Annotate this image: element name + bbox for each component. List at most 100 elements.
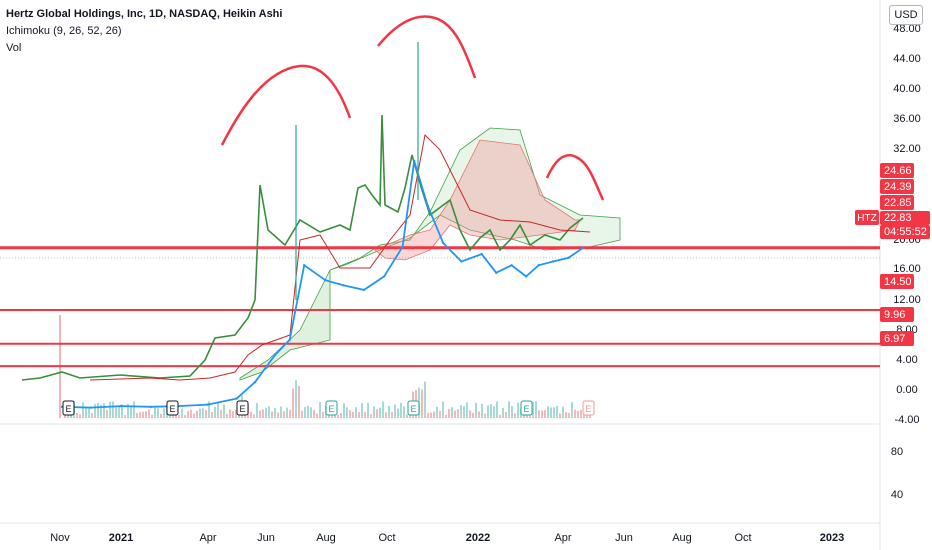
price-label-bg	[880, 195, 914, 210]
volume-bar	[178, 414, 180, 418]
earnings-marker[interactable]: E	[407, 400, 420, 416]
volume-bar	[112, 401, 114, 418]
volume-bar	[205, 409, 207, 418]
volume-bar	[532, 401, 534, 418]
volume-bar	[217, 402, 219, 418]
price-point	[342, 284, 345, 287]
volume-bar	[193, 413, 195, 418]
volume-bar	[301, 410, 303, 418]
volume-bar	[580, 409, 582, 418]
earnings-marker-box	[236, 400, 249, 416]
volume-bar	[184, 414, 186, 418]
volume-bar	[286, 407, 288, 418]
volume-bar	[355, 407, 357, 418]
volume-bar	[226, 413, 228, 418]
price-point	[510, 264, 513, 267]
earnings-marker-box	[166, 400, 179, 416]
volume-bar	[454, 410, 456, 418]
volume-bar	[478, 411, 480, 418]
price-label: 04:55:52	[880, 225, 930, 239]
price-point	[460, 260, 463, 263]
symbol-title[interactable]: Hertz Global Holdings, Inc, 1D, NASDAQ, …	[6, 8, 283, 20]
volume-bar	[562, 406, 564, 418]
volume-bar	[229, 409, 231, 418]
time-tick-label: Apr	[199, 532, 216, 544]
ichimoku-legend[interactable]: Ichimoku (9, 26, 52, 26)	[6, 25, 122, 37]
earnings-marker-label: E	[585, 404, 591, 414]
price-label: 6.97	[880, 331, 914, 346]
earnings-marker[interactable]: E	[166, 400, 179, 416]
earnings-marker[interactable]: E	[582, 400, 595, 416]
price-point	[274, 353, 277, 356]
volume-bar	[271, 411, 273, 418]
time-tick-label: Apr	[554, 532, 571, 544]
volume-legend[interactable]: Vol	[6, 42, 22, 54]
base-line	[89, 133, 591, 381]
volume-bar	[487, 405, 489, 418]
volume-bar	[367, 402, 369, 418]
volume-bar	[211, 412, 213, 418]
time-axis[interactable]: Nov 2021 Apr Jun Aug Oct 2022 Apr Jun Aug Oct 2023	[50, 532, 844, 544]
volume-bar	[457, 409, 459, 418]
price-point	[537, 264, 540, 267]
volume-bar	[358, 412, 360, 418]
volume-bar	[181, 408, 183, 418]
volume-bar	[484, 413, 486, 418]
volume-bar	[277, 412, 279, 418]
volume-bar	[547, 406, 549, 418]
price-label-bg	[880, 274, 914, 289]
volume-bar	[346, 407, 348, 418]
price-tick-label: 44.00	[893, 53, 921, 65]
volume-bar	[268, 406, 270, 418]
price-axis[interactable]: 48.0044.0040.0036.0032.0020.0016.0012.00…	[891, 23, 921, 501]
grid	[0, 0, 881, 550]
volume-bar	[568, 412, 570, 418]
arc-annotation[interactable]	[545, 153, 605, 201]
volume-bar	[493, 406, 495, 418]
price-labels: 24.66 24.39 22.85 22.83 04:55:52 14.50 9.96 6.9…	[855, 163, 930, 346]
price-point	[480, 252, 483, 256]
volume-bar	[364, 412, 366, 418]
price-label-bg	[880, 179, 914, 194]
horizontal-levels[interactable]	[0, 246, 880, 368]
volume-bar	[466, 402, 468, 418]
volume-bar	[517, 402, 519, 418]
volume-tick-label: 80	[891, 446, 903, 458]
currency-button[interactable]: USD	[889, 5, 923, 25]
price-tick-label: 48.00	[893, 23, 921, 35]
arc-annotation[interactable]	[220, 64, 352, 146]
earnings-marker[interactable]: E	[325, 400, 338, 416]
price-label: 22.85	[880, 195, 914, 210]
volume-bar	[316, 413, 318, 418]
earnings-marker[interactable]: E	[62, 400, 75, 416]
earnings-marker[interactable]: E	[520, 400, 533, 416]
volume-bar	[505, 412, 507, 418]
price-label: 9.96	[880, 307, 914, 322]
price-label: 24.66	[880, 163, 914, 178]
volume-bar	[88, 407, 90, 418]
volume-bar	[109, 401, 111, 418]
volume-bar	[139, 412, 141, 418]
volume-bar	[103, 403, 105, 418]
price-point	[551, 260, 555, 263]
volume-bar	[382, 401, 384, 418]
volume-bar	[157, 408, 159, 418]
lagging-span-line	[21, 114, 584, 381]
volume-bar	[313, 409, 315, 418]
drawn-arcs[interactable]	[220, 15, 605, 201]
volume-bar	[406, 414, 408, 418]
volume-bar	[436, 406, 438, 418]
price-point	[303, 264, 306, 267]
price-point	[495, 271, 498, 274]
price-point	[235, 397, 238, 400]
volume-bar	[292, 388, 294, 418]
volume-bar	[538, 410, 540, 418]
volume-bar	[553, 407, 555, 418]
arc-annotation[interactable]	[377, 15, 477, 79]
earnings-marker[interactable]: E	[236, 400, 249, 416]
symbol-tag-text: HTZ	[857, 213, 876, 224]
volume-bar	[130, 407, 132, 418]
volume-bar	[475, 402, 477, 418]
